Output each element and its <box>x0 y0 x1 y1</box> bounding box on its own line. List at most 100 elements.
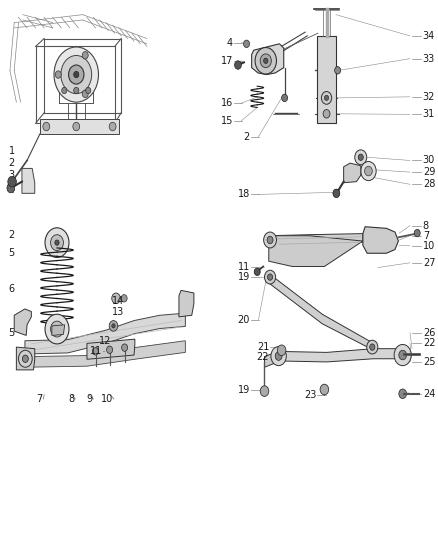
Circle shape <box>321 92 332 104</box>
Text: 6: 6 <box>8 284 14 294</box>
Text: 4: 4 <box>8 184 14 195</box>
Text: 22: 22 <box>257 352 269 361</box>
Circle shape <box>275 352 282 360</box>
Polygon shape <box>16 347 35 370</box>
Text: 19: 19 <box>238 272 250 282</box>
Circle shape <box>355 150 367 165</box>
Text: 5: 5 <box>8 328 14 338</box>
Text: 11: 11 <box>90 346 102 357</box>
Circle shape <box>61 55 92 94</box>
Circle shape <box>399 389 406 399</box>
Circle shape <box>254 268 260 276</box>
Text: 29: 29 <box>423 167 435 177</box>
Circle shape <box>122 344 127 351</box>
Circle shape <box>358 154 363 160</box>
Text: 19: 19 <box>238 384 250 394</box>
Polygon shape <box>275 349 403 362</box>
Text: 24: 24 <box>423 389 435 399</box>
Polygon shape <box>344 163 361 183</box>
Circle shape <box>74 87 79 94</box>
Text: 8: 8 <box>423 221 429 231</box>
Text: 20: 20 <box>237 314 250 325</box>
Circle shape <box>260 386 269 397</box>
Text: 33: 33 <box>423 54 435 63</box>
Circle shape <box>282 94 288 102</box>
Circle shape <box>82 90 88 98</box>
Text: 22: 22 <box>423 338 435 349</box>
Text: 25: 25 <box>423 357 435 367</box>
Circle shape <box>367 340 378 354</box>
Circle shape <box>394 344 411 366</box>
Circle shape <box>8 176 16 187</box>
Circle shape <box>271 346 286 366</box>
Polygon shape <box>363 227 399 253</box>
Circle shape <box>109 320 118 331</box>
Circle shape <box>112 324 115 328</box>
Circle shape <box>22 355 28 362</box>
Polygon shape <box>22 168 35 193</box>
Text: 7: 7 <box>36 394 42 404</box>
Circle shape <box>62 87 67 94</box>
Circle shape <box>45 314 69 344</box>
Text: 8: 8 <box>68 394 74 404</box>
Circle shape <box>325 95 328 101</box>
Circle shape <box>323 110 330 118</box>
Circle shape <box>18 350 32 367</box>
Text: 11: 11 <box>238 262 250 271</box>
Circle shape <box>260 54 271 68</box>
Circle shape <box>74 71 79 78</box>
Circle shape <box>268 274 272 280</box>
Polygon shape <box>25 341 185 367</box>
Text: 1: 1 <box>8 147 14 157</box>
Text: 30: 30 <box>423 156 435 165</box>
Text: 21: 21 <box>257 342 269 352</box>
Polygon shape <box>52 325 65 335</box>
Text: 17: 17 <box>220 56 233 66</box>
Circle shape <box>264 58 268 63</box>
Circle shape <box>255 47 276 74</box>
Circle shape <box>55 240 59 245</box>
Text: 2: 2 <box>8 158 14 168</box>
Polygon shape <box>25 313 185 354</box>
Circle shape <box>370 344 375 350</box>
Circle shape <box>414 229 420 237</box>
Circle shape <box>121 295 127 302</box>
Text: 34: 34 <box>423 31 435 41</box>
Circle shape <box>55 71 61 78</box>
Circle shape <box>399 350 406 360</box>
Circle shape <box>234 61 241 69</box>
Text: 9: 9 <box>86 394 92 404</box>
Text: 4: 4 <box>227 38 233 48</box>
Circle shape <box>244 40 250 47</box>
Polygon shape <box>252 44 284 75</box>
Text: 2: 2 <box>8 230 14 240</box>
Circle shape <box>50 235 64 251</box>
Circle shape <box>73 122 80 131</box>
Circle shape <box>361 161 376 181</box>
Text: 18: 18 <box>238 189 250 199</box>
Text: 16: 16 <box>221 98 233 108</box>
Circle shape <box>267 236 273 244</box>
Polygon shape <box>267 233 363 244</box>
Text: 5: 5 <box>8 248 14 259</box>
FancyBboxPatch shape <box>40 119 119 134</box>
Text: 13: 13 <box>112 306 124 317</box>
Polygon shape <box>14 309 32 335</box>
Polygon shape <box>87 339 135 359</box>
Text: 15: 15 <box>220 116 233 126</box>
Circle shape <box>86 87 91 94</box>
Text: 26: 26 <box>423 328 435 338</box>
Circle shape <box>50 321 64 337</box>
Circle shape <box>333 189 340 198</box>
Text: 3: 3 <box>8 171 14 180</box>
Text: 12: 12 <box>99 336 111 346</box>
Text: 31: 31 <box>423 109 435 119</box>
Circle shape <box>82 52 88 59</box>
Circle shape <box>7 183 14 193</box>
Text: 14: 14 <box>112 296 124 306</box>
Text: 27: 27 <box>423 258 435 268</box>
Circle shape <box>55 326 59 332</box>
Circle shape <box>106 346 113 353</box>
Text: 10: 10 <box>101 394 113 404</box>
Polygon shape <box>267 272 376 351</box>
